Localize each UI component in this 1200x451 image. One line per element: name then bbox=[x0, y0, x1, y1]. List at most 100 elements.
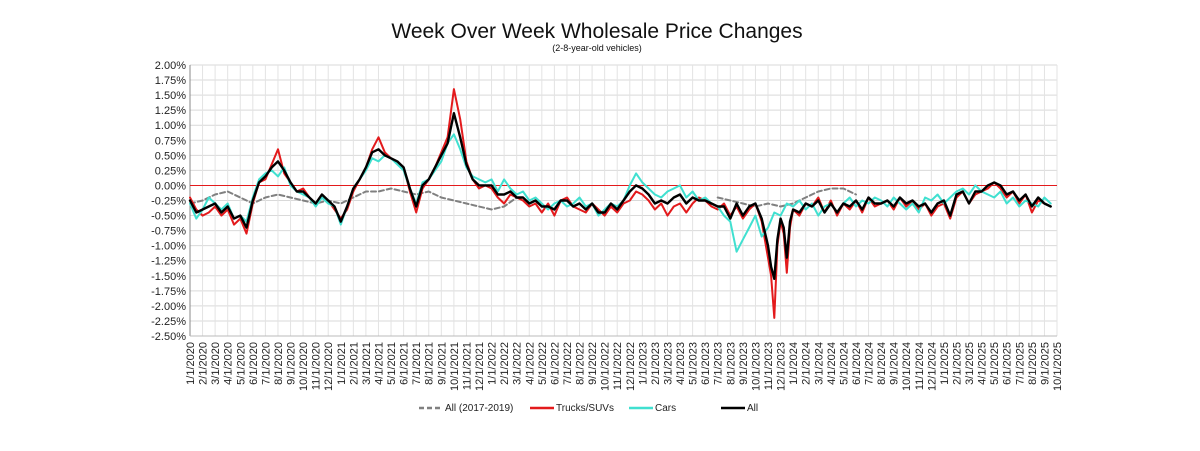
x-tick-label: 2/1/2024 bbox=[801, 342, 813, 385]
series-lines bbox=[188, 88, 1052, 319]
x-tick-label: 7/1/2021 bbox=[411, 342, 423, 385]
x-tick-label: 8/1/2021 bbox=[424, 342, 436, 385]
y-tick-label: -1.75% bbox=[151, 286, 186, 298]
y-tick-label: 1.75% bbox=[155, 75, 186, 87]
x-tick-label: 9/1/2023 bbox=[738, 342, 750, 385]
x-tick-label: 12/1/2022 bbox=[625, 342, 637, 391]
series-line-all bbox=[188, 111, 1052, 280]
x-tick-label: 10/1/2024 bbox=[901, 342, 913, 391]
x-tick-label: 7/1/2023 bbox=[713, 342, 725, 385]
x-tick-label: 8/1/2022 bbox=[575, 342, 587, 385]
x-tick-label: 3/1/2021 bbox=[361, 342, 373, 385]
x-tick-label: 10/1/2020 bbox=[298, 342, 310, 391]
x-tick-label: 8/1/2020 bbox=[273, 342, 285, 385]
x-tick-label: 3/1/2024 bbox=[813, 342, 825, 385]
y-tick-label: 0.25% bbox=[155, 165, 186, 177]
x-tick-label: 4/1/2020 bbox=[223, 342, 235, 385]
x-tick-label: 9/1/2021 bbox=[436, 342, 448, 385]
x-tick-label: 9/1/2024 bbox=[889, 342, 901, 385]
x-tick-label: 7/1/2022 bbox=[562, 342, 574, 385]
legend-label-all: All bbox=[747, 403, 758, 414]
x-tick-label: 1/1/2021 bbox=[336, 342, 348, 385]
x-tick-label: 6/1/2023 bbox=[700, 342, 712, 385]
x-tick-label: 5/1/2021 bbox=[386, 342, 398, 385]
x-tick-label: 1/1/2022 bbox=[487, 342, 499, 385]
x-tick-label: 7/1/2020 bbox=[260, 342, 272, 385]
x-tick-label: 12/1/2021 bbox=[474, 342, 486, 391]
x-tick-label: 6/1/2020 bbox=[248, 342, 260, 385]
x-tick-label: 1/1/2025 bbox=[939, 342, 951, 385]
x-tick-label: 9/1/2020 bbox=[286, 342, 298, 385]
y-tick-label: -1.25% bbox=[151, 256, 186, 268]
x-tick-label: 4/1/2023 bbox=[675, 342, 687, 385]
legend-label-cars: Cars bbox=[655, 403, 676, 414]
x-tick-label: 12/1/2023 bbox=[776, 342, 788, 391]
axes: 2.00% 1.75% 1.50% 1.25% 1.00% 0.75% 0.50% 0.25%… bbox=[151, 60, 1064, 391]
x-tick-label: 4/1/2022 bbox=[524, 342, 536, 385]
x-tick-label: 2/1/2025 bbox=[951, 342, 963, 385]
y-tick-label: 1.00% bbox=[155, 120, 186, 132]
x-tick-label: 6/1/2024 bbox=[851, 342, 863, 385]
y-tick-label: 0.75% bbox=[155, 135, 186, 147]
x-tick-label: 3/1/2023 bbox=[662, 342, 674, 385]
x-tick-label: 9/1/2025 bbox=[1039, 342, 1051, 385]
x-tick-label: 1/1/2023 bbox=[637, 342, 649, 385]
x-tick-label: 4/1/2025 bbox=[977, 342, 989, 385]
x-tick-label: 6/1/2021 bbox=[399, 342, 411, 385]
x-tick-label: 9/1/2022 bbox=[587, 342, 599, 385]
x-tick-label: 2/1/2020 bbox=[198, 342, 210, 385]
x-tick-label: 2/1/2021 bbox=[348, 342, 360, 385]
x-tick-label: 12/1/2020 bbox=[323, 342, 335, 391]
y-tick-label: -1.50% bbox=[151, 271, 186, 283]
y-tick-label: 2.00% bbox=[155, 60, 186, 72]
y-tick-label: 1.50% bbox=[155, 90, 186, 102]
x-tick-label: 12/1/2024 bbox=[926, 342, 938, 391]
y-tick-label: 0.00% bbox=[155, 180, 186, 192]
x-tick-label: 10/1/2021 bbox=[449, 342, 461, 391]
x-tick-label: 3/1/2020 bbox=[210, 342, 222, 385]
x-tick-label: 11/1/2021 bbox=[461, 342, 473, 390]
x-tick-label: 11/1/2022 bbox=[612, 342, 624, 390]
x-tick-label: 2/1/2023 bbox=[650, 342, 662, 385]
legend-label-all-2017-2019: All (2017-2019) bbox=[445, 403, 513, 414]
x-tick-label: 2/1/2022 bbox=[499, 342, 511, 385]
x-tick-label: 5/1/2022 bbox=[537, 342, 549, 385]
chart-title: Week Over Week Wholesale Price Changes bbox=[391, 20, 802, 43]
x-tick-label: 8/1/2023 bbox=[725, 342, 737, 385]
x-tick-label: 11/1/2024 bbox=[914, 342, 926, 390]
x-tick-label: 10/1/2022 bbox=[600, 342, 612, 391]
x-tick-label: 3/1/2022 bbox=[512, 342, 524, 385]
x-tick-label: 1/1/2020 bbox=[185, 342, 197, 385]
y-tick-label: -2.50% bbox=[151, 331, 186, 343]
x-tick-label: 5/1/2025 bbox=[989, 342, 1001, 385]
x-tick-label: 5/1/2023 bbox=[688, 342, 700, 385]
x-tick-label: 10/1/2025 bbox=[1052, 342, 1064, 391]
legend-label-trucks-suvs: Trucks/SUVs bbox=[556, 403, 614, 414]
x-tick-label: 11/1/2020 bbox=[311, 342, 323, 390]
y-tick-label: 1.25% bbox=[155, 105, 186, 117]
y-tick-label: -1.00% bbox=[151, 241, 186, 253]
x-tick-label: 8/1/2024 bbox=[876, 342, 888, 385]
y-tick-label: -0.75% bbox=[151, 226, 186, 238]
x-tick-label: 4/1/2021 bbox=[373, 342, 385, 385]
series-line-all-2017-2019 bbox=[189, 187, 518, 211]
y-tick-label: -0.50% bbox=[151, 211, 186, 223]
x-tick-label: 1/1/2024 bbox=[788, 342, 800, 385]
y-tick-label: -0.25% bbox=[151, 196, 186, 208]
y-tick-label: -2.25% bbox=[151, 316, 186, 328]
gridlines bbox=[189, 64, 1058, 337]
x-tick-label: 7/1/2024 bbox=[864, 342, 876, 385]
x-tick-label: 7/1/2025 bbox=[1014, 342, 1026, 385]
x-tick-label: 8/1/2025 bbox=[1027, 342, 1039, 385]
legend: All (2017-2019) Trucks/SUVs Cars All bbox=[419, 403, 758, 414]
y-tick-label: 0.50% bbox=[155, 150, 186, 162]
series-line-cars bbox=[189, 133, 1052, 253]
x-tick-label: 10/1/2023 bbox=[750, 342, 762, 391]
x-tick-label: 6/1/2025 bbox=[1002, 342, 1014, 385]
x-tick-label: 3/1/2025 bbox=[964, 342, 976, 385]
chart-subtitle: (2-8-year-old vehicles) bbox=[552, 43, 642, 53]
x-tick-label: 5/1/2024 bbox=[838, 342, 850, 385]
x-tick-label: 11/1/2023 bbox=[763, 342, 775, 390]
x-tick-label: 4/1/2024 bbox=[826, 342, 838, 385]
